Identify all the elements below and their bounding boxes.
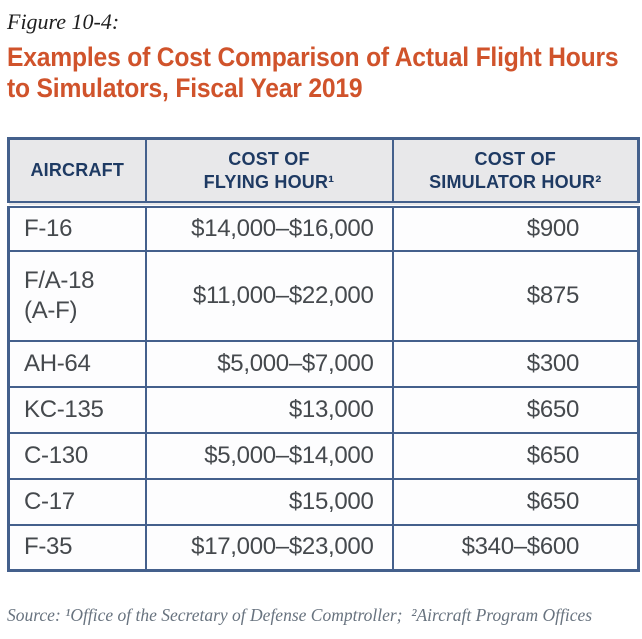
cell-flying-hour-cost: $15,000 — [144, 477, 394, 526]
table-row-f-16: F-16 $14,000–$16,000 $900 — [7, 203, 640, 252]
column-header-simulator-hour-cost: COST OF SIMULATOR HOUR² — [391, 137, 640, 208]
cell-flying-hour-cost: $5,000–$14,000 — [144, 431, 394, 480]
column-header-flying-hour-cost: COST OF FLYING HOUR¹ — [144, 137, 394, 208]
cell-flying-hour-cost: $17,000–$23,000 — [144, 523, 394, 572]
source-note: Source: ¹Office of the Secretary of Defe… — [7, 605, 593, 625]
cell-flying-hour-cost: $5,000–$7,000 — [144, 339, 394, 388]
figure-title-line-1: Examples of Cost Comparison of Actual Fl… — [7, 42, 619, 72]
figure-label: Figure 10-4: — [7, 9, 120, 34]
table-row-c-130: C-130 $5,000–$14,000 $650 — [7, 431, 640, 480]
table-body: F-16 $14,000–$16,000 $900 F/A-18 (A-F) $11,00… — [7, 203, 640, 572]
cell-flying-hour-cost: $13,000 — [144, 385, 394, 434]
cell-flying-hour-cost: $11,000–$22,000 — [144, 249, 394, 342]
cell-simulator-hour-cost: $875 — [391, 249, 640, 342]
cell-aircraft: F-35 — [7, 523, 147, 572]
cell-simulator-hour-cost: $340–$600 — [391, 523, 640, 572]
column-header-aircraft: AIRCRAFT — [7, 137, 147, 208]
table-row-f-a-18: F/A-18 (A-F) $11,000–$22,000 $875 — [7, 249, 640, 342]
cell-simulator-hour-cost: $650 — [391, 385, 640, 434]
cell-aircraft: KC-135 — [7, 385, 147, 434]
cost-comparison-table: AIRCRAFT COST OF FLYING HOUR¹ COST OF SIMULA… — [7, 137, 640, 572]
cell-simulator-hour-cost: $650 — [391, 477, 640, 526]
figure-title: Examples of Cost Comparison of Actual Fl… — [7, 42, 619, 104]
figure-title-line-2: to Simulators, Fiscal Year 2019 — [7, 73, 363, 103]
cell-flying-hour-cost: $14,000–$16,000 — [144, 203, 394, 252]
table-header: AIRCRAFT COST OF FLYING HOUR¹ COST OF SIMULA… — [7, 137, 640, 208]
cell-simulator-hour-cost: $900 — [391, 203, 640, 252]
table-row-f-35: F-35 $17,000–$23,000 $340–$600 — [7, 523, 640, 572]
header-row: AIRCRAFT COST OF FLYING HOUR¹ COST OF SIMULA… — [7, 137, 640, 208]
cell-aircraft: F-16 — [7, 203, 147, 252]
cell-simulator-hour-cost: $650 — [391, 431, 640, 480]
cell-simulator-hour-cost: $300 — [391, 339, 640, 388]
cell-aircraft: AH-64 — [7, 339, 147, 388]
table-row-c-17: C-17 $15,000 $650 — [7, 477, 640, 526]
table-row-ah-64: AH-64 $5,000–$7,000 $300 — [7, 339, 640, 388]
table-row-kc-135: KC-135 $13,000 $650 — [7, 385, 640, 434]
cell-aircraft: C-130 — [7, 431, 147, 480]
cell-aircraft: F/A-18 (A-F) — [7, 249, 147, 342]
cell-aircraft: C-17 — [7, 477, 147, 526]
